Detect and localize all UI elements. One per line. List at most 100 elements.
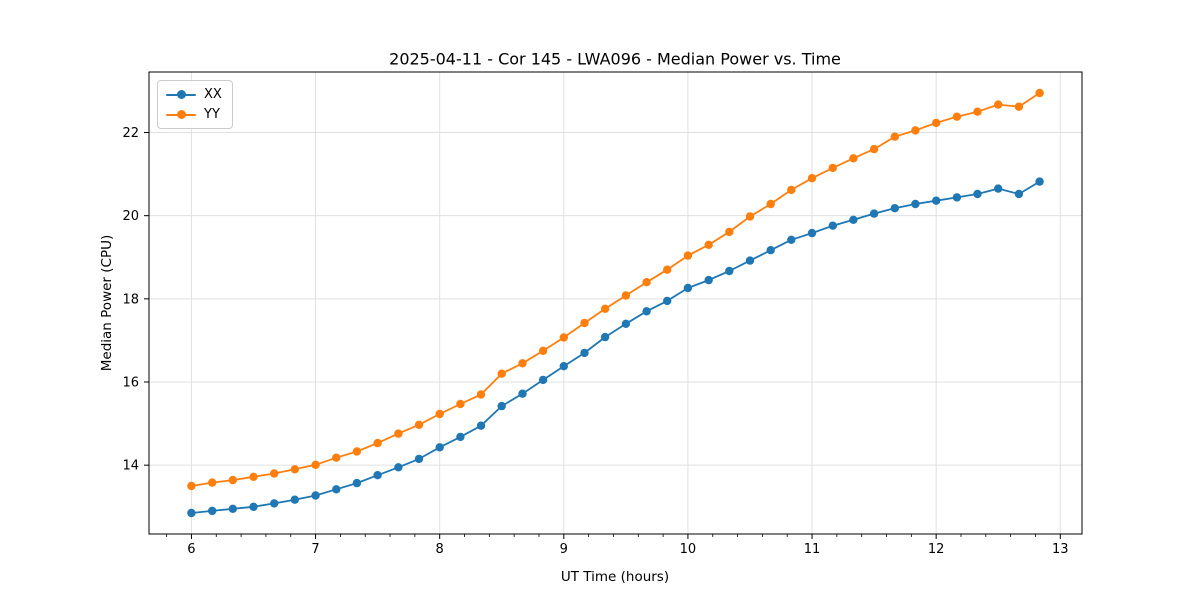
- marker: [518, 389, 527, 398]
- marker: [394, 429, 403, 438]
- marker: [414, 454, 424, 464]
- marker: [290, 495, 299, 504]
- marker: [538, 375, 548, 385]
- marker: [952, 193, 962, 202]
- marker: [1035, 177, 1044, 186]
- marker: [725, 227, 734, 237]
- legend-label-xx: XX: [204, 87, 222, 102]
- marker: [807, 228, 817, 238]
- marker: [373, 471, 382, 480]
- legend-dot-icon: [176, 110, 186, 119]
- marker: [394, 463, 403, 472]
- marker: [1014, 102, 1024, 111]
- marker: [600, 304, 610, 313]
- marker: [890, 132, 899, 141]
- series-group: [187, 88, 1044, 518]
- marker: [621, 319, 631, 328]
- marker: [994, 100, 1003, 109]
- marker: [994, 184, 1003, 193]
- marker: [745, 256, 755, 265]
- marker: [414, 420, 424, 429]
- marker: [787, 235, 796, 244]
- marker: [642, 307, 651, 316]
- series-YY: [187, 88, 1044, 491]
- marker: [580, 348, 589, 358]
- marker: [932, 196, 941, 205]
- marker: [787, 185, 796, 195]
- marker: [621, 291, 631, 300]
- marker: [580, 318, 589, 328]
- marker: [869, 209, 879, 218]
- marker: [290, 465, 299, 474]
- marker: [828, 221, 837, 230]
- y-tick-label: 22: [122, 126, 139, 141]
- marker: [332, 453, 341, 462]
- x-tick-label: 8: [436, 542, 444, 557]
- marker: [663, 296, 672, 306]
- x-axis-label: UT Time (hours): [560, 569, 670, 585]
- marker: [663, 265, 672, 274]
- x-tick-label: 12: [928, 542, 945, 557]
- legend-entry-xx: XX: [166, 86, 222, 103]
- marker: [725, 266, 734, 276]
- x-tick-label: 7: [311, 542, 319, 557]
- x-tick-label: 6: [187, 542, 195, 557]
- series-YY-line: [190, 92, 1041, 487]
- marker: [373, 438, 382, 448]
- marker: [311, 460, 320, 469]
- marker: [766, 246, 775, 255]
- marker: [911, 199, 920, 209]
- marker: [890, 204, 899, 213]
- marker: [352, 447, 362, 456]
- marker: [497, 369, 506, 378]
- marker: [476, 421, 486, 430]
- marker: [228, 475, 237, 485]
- y-tick-label: 18: [122, 292, 139, 307]
- legend-swatch-xx: [166, 90, 196, 100]
- marker: [973, 189, 982, 199]
- x-tick-label: 13: [1052, 542, 1069, 557]
- marker: [435, 443, 444, 452]
- marker: [600, 332, 610, 342]
- marker: [559, 362, 568, 371]
- marker: [911, 126, 920, 135]
- marker: [208, 478, 217, 487]
- marker: [952, 112, 962, 121]
- series-XX: [187, 177, 1044, 518]
- marker: [352, 478, 362, 488]
- marker: [187, 508, 196, 518]
- y-tick-label: 14: [122, 459, 139, 474]
- legend-entry-yy: YY: [166, 106, 222, 123]
- marker: [332, 485, 341, 494]
- gridlines: [149, 72, 1082, 534]
- marker: [187, 481, 196, 491]
- marker: [249, 502, 258, 511]
- marker: [538, 346, 548, 355]
- marker: [745, 212, 755, 221]
- marker: [476, 390, 486, 399]
- chart-title: 2025-04-11 - Cor 145 - LWA096 - Median P…: [389, 49, 841, 69]
- marker: [208, 506, 217, 516]
- marker: [518, 359, 527, 368]
- marker: [1035, 88, 1044, 98]
- axes: 6 7 8 9 10 11 12 13 14 16 18 20 22: [122, 71, 1083, 557]
- marker: [807, 174, 817, 183]
- legend-swatch-yy: [166, 110, 196, 120]
- marker: [559, 333, 568, 342]
- marker: [849, 215, 858, 224]
- y-tick-label: 20: [122, 209, 139, 224]
- marker: [270, 499, 279, 508]
- legend-label-yy: YY: [204, 107, 220, 122]
- plot-border: [148, 71, 1083, 535]
- marker: [456, 432, 465, 442]
- marker: [932, 118, 941, 128]
- marker: [1014, 189, 1024, 199]
- y-tick-label: 16: [122, 376, 139, 391]
- legend-dot-icon: [176, 90, 186, 99]
- x-tick-label: 11: [804, 542, 821, 557]
- marker: [642, 278, 651, 287]
- marker: [704, 275, 713, 285]
- x-tick-label: 10: [680, 542, 697, 557]
